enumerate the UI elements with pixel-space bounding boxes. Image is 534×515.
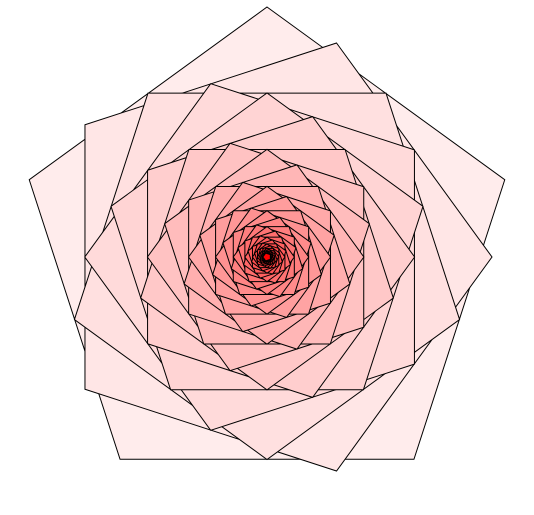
nested-pentagon-spiral [0,0,534,515]
